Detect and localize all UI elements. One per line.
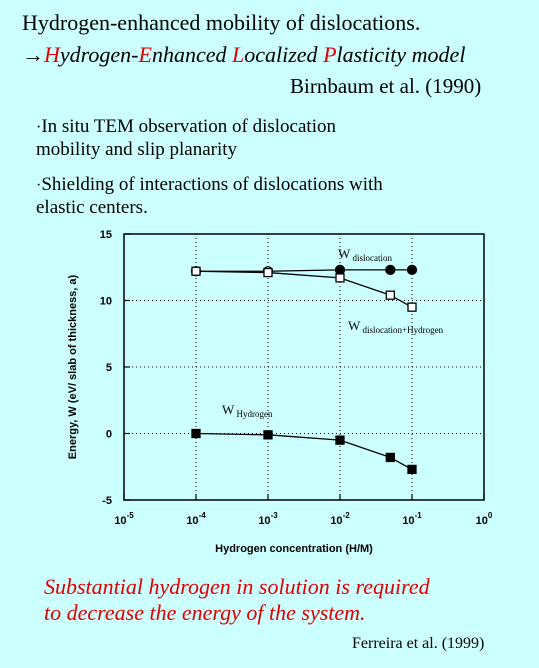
x-tick-label: 10-2 [330,511,350,527]
data-point-square [263,430,273,440]
series-label: W dislocation [338,246,393,263]
bullet-text-line2: mobility and slip planarity [36,139,238,160]
model-word-lasticity: lasticity model [336,42,466,67]
data-point-square [335,435,345,445]
footer-citation: Ferreira et al. (1999) [352,635,485,652]
x-tick-label: 10-4 [186,511,206,527]
series-line [195,432,413,470]
data-point-circle [406,264,418,276]
model-initial-h: H [44,42,60,67]
energy-chart: 10-5 10-4 10-3 10-2 10-1 100 15 10 5 0 -5 Hydrogen … [56,222,516,562]
bullet-marker: · [36,177,42,194]
header-citation: Birnbaum et al. (1990) [290,74,482,98]
model-word-ocalized: ocalized [244,42,324,67]
series-line [196,269,412,272]
conclusion-line2: to decrease the energy of the system. [44,600,366,625]
series-label: W Hydrogen [222,402,273,419]
data-point-circle [334,264,346,276]
model-initial-l: L [231,42,245,67]
x-tick-label: 10-3 [258,511,278,527]
series-line [195,270,413,308]
data-point-square [263,267,273,278]
y-tick-label: 10 [100,296,112,308]
y-tick-label: 0 [106,429,112,441]
y-tick-label: 15 [100,229,112,241]
data-point-circle [385,264,396,276]
bullet-item-shielding: ·Shielding of interactions of dislocatio… [36,174,383,219]
model-initial-e: E [138,42,152,67]
y-tick-label: -5 [102,495,112,507]
x-tick-label: 10-1 [402,511,422,527]
x-axis-label: Hydrogen concentration (H/M) [215,543,373,555]
data-point-square [335,273,345,283]
x-tick-label: 10-5 [114,511,134,527]
data-point-square [385,290,395,300]
bullet-text-line1: In situ TEM observation of dislocation [41,116,336,137]
arrow-icon: → [22,42,44,67]
model-word-ydrogen: ydrogen- [59,42,139,67]
series-label: W dislocation+Hydrogen [348,318,444,335]
data-point-square [191,428,201,439]
data-point-square [407,302,417,312]
data-point-square [191,266,201,276]
x-tick-label: 100 [476,511,493,527]
conclusion-line1: Substantial hydrogen in solution is requ… [44,574,430,599]
conclusion-text: Substantial hydrogen in solution is requ… [44,574,430,626]
data-point-square [385,452,395,463]
model-name: →Hydrogen-Enhanced Localized Plasticity … [22,42,465,68]
model-initial-p: P [323,42,337,67]
bullet-text-line2: elastic centers. [36,197,148,218]
model-word-nhanced: nhanced [151,42,232,67]
bullet-item-tem: ·In situ TEM observation of dislocation … [36,116,336,161]
y-tick-label: 5 [106,362,112,374]
bullet-text-line1: Shielding of interactions of dislocation… [41,174,383,195]
energy-chart-svg: 10-5 10-4 10-3 10-2 10-1 100 15 10 5 0 -5 Hydrogen … [67,229,493,555]
slide-title: Hydrogen-enhanced mobility of dislocatio… [22,10,421,35]
data-point-square [407,464,417,475]
bullet-marker: · [36,119,42,136]
y-axis-label: Energy, W (eV/ slab of thickness, a) [67,274,79,459]
